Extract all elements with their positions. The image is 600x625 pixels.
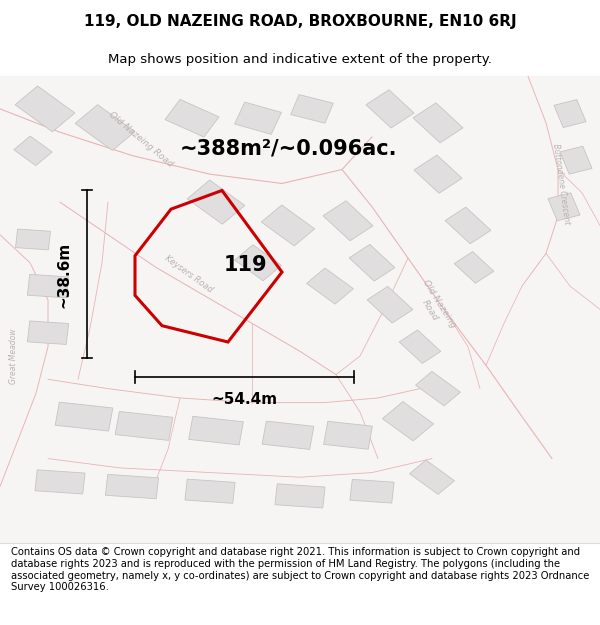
Polygon shape [554, 99, 586, 127]
Polygon shape [15, 86, 75, 132]
Text: Contains OS data © Crown copyright and database right 2021. This information is : Contains OS data © Crown copyright and d… [11, 548, 589, 592]
Polygon shape [106, 474, 158, 499]
Polygon shape [366, 90, 414, 128]
Polygon shape [560, 146, 592, 174]
Text: ~38.6m: ~38.6m [56, 241, 72, 308]
Polygon shape [349, 244, 395, 281]
Text: ~388m²/~0.096ac.: ~388m²/~0.096ac. [180, 139, 398, 159]
Polygon shape [307, 268, 353, 304]
Polygon shape [185, 479, 235, 503]
Polygon shape [165, 99, 219, 137]
Text: Old Nazeing
Road: Old Nazeing Road [412, 279, 458, 336]
Polygon shape [235, 245, 281, 281]
Polygon shape [235, 102, 281, 134]
Polygon shape [382, 402, 434, 441]
Text: Old Nazeing Road: Old Nazeing Road [107, 110, 175, 169]
Text: ~54.4m: ~54.4m [211, 392, 278, 407]
Polygon shape [35, 470, 85, 494]
Text: Keysers Road: Keysers Road [163, 254, 215, 295]
Polygon shape [413, 103, 463, 143]
Polygon shape [323, 421, 373, 449]
Polygon shape [350, 479, 394, 503]
Polygon shape [445, 207, 491, 244]
Polygon shape [416, 371, 460, 406]
Polygon shape [454, 252, 494, 283]
Polygon shape [275, 484, 325, 508]
Polygon shape [262, 421, 314, 449]
Polygon shape [548, 193, 580, 221]
Polygon shape [187, 180, 245, 224]
Text: Map shows position and indicative extent of the property.: Map shows position and indicative extent… [108, 53, 492, 66]
Text: 119, OLD NAZEING ROAD, BROXBOURNE, EN10 6RJ: 119, OLD NAZEING ROAD, BROXBOURNE, EN10 … [83, 14, 517, 29]
Polygon shape [16, 229, 50, 250]
Polygon shape [414, 155, 462, 193]
Polygon shape [410, 460, 454, 494]
Polygon shape [28, 321, 68, 344]
Polygon shape [75, 104, 135, 151]
Text: Great Meadow: Great Meadow [8, 328, 18, 384]
Polygon shape [262, 205, 314, 246]
Polygon shape [323, 201, 373, 241]
Polygon shape [55, 402, 113, 431]
Polygon shape [14, 136, 52, 166]
Polygon shape [291, 94, 333, 123]
Polygon shape [115, 411, 173, 441]
Polygon shape [399, 330, 441, 363]
Polygon shape [367, 286, 413, 323]
Polygon shape [188, 416, 244, 445]
Polygon shape [28, 274, 68, 298]
Text: 119: 119 [224, 255, 268, 275]
Text: Buttondene Crescent: Buttondene Crescent [551, 142, 571, 224]
